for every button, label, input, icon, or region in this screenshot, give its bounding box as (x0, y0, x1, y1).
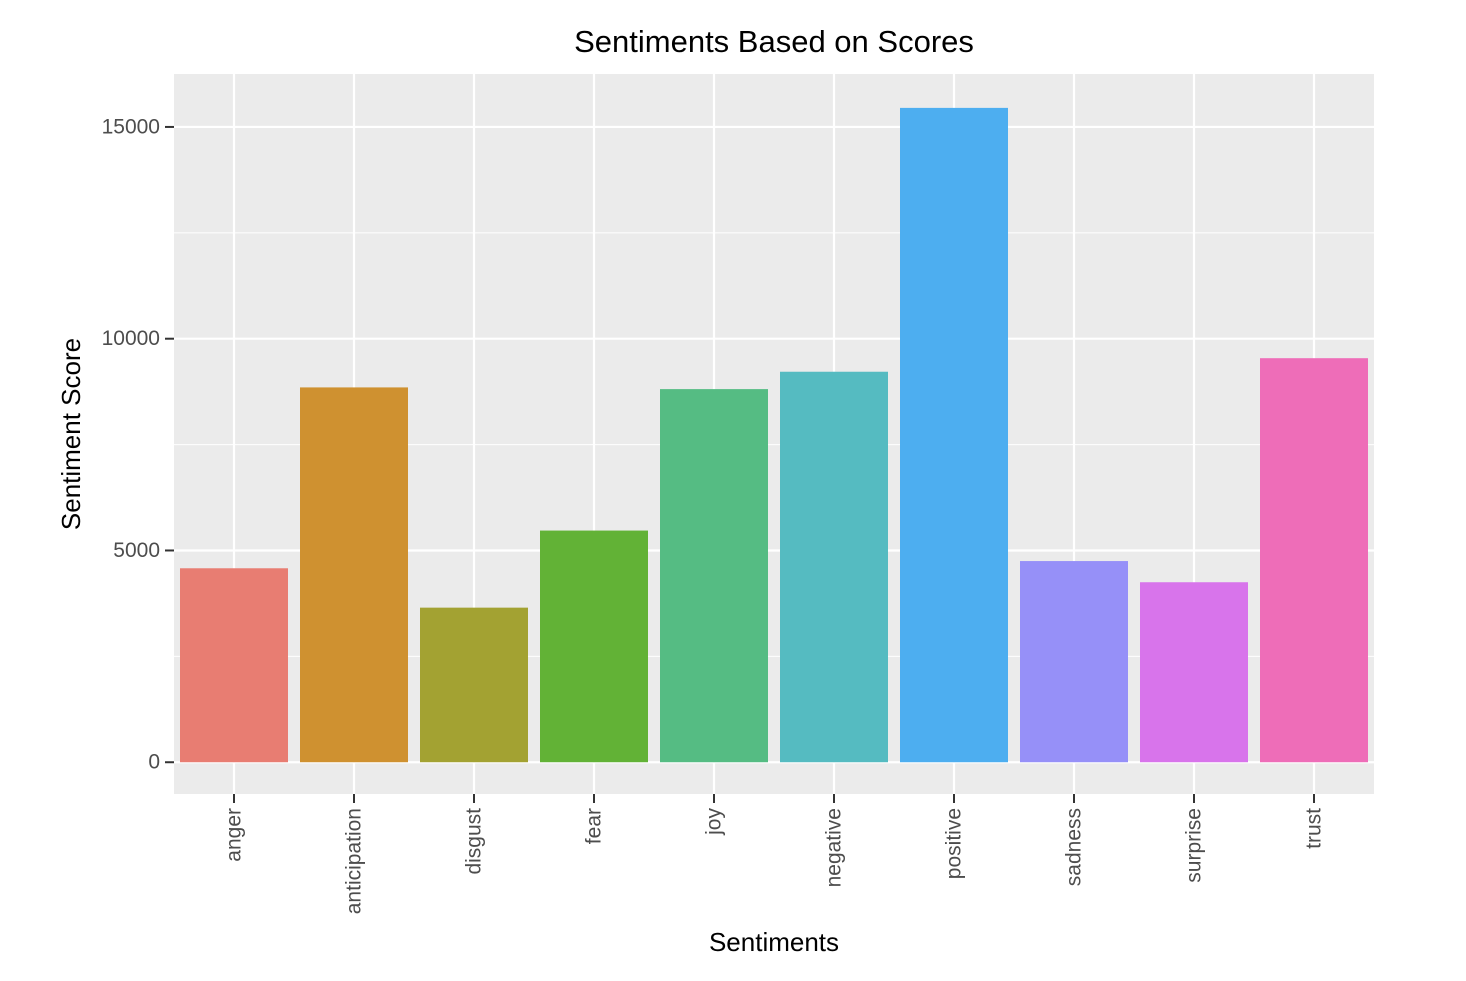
y-axis-title: Sentiment Score (56, 338, 86, 530)
axes: 0 5000 10000 15000 anger anticipation disgust f… (102, 115, 1326, 914)
x-tick-label: joy (703, 808, 726, 836)
bar-fear (540, 530, 648, 763)
x-tick-label: surprise (1183, 808, 1206, 883)
x-tick-label: anger (223, 808, 246, 862)
bar-sadness (1020, 561, 1128, 763)
bar-joy (660, 389, 768, 763)
bar-positive (900, 107, 1008, 763)
x-tick-label: trust (1303, 808, 1326, 849)
x-tick-label: positive (943, 808, 966, 879)
x-tick-label: disgust (463, 808, 486, 875)
x-axis-title: Sentiments (709, 927, 839, 957)
bar-anticipation (300, 387, 408, 763)
x-tick-label: negative (823, 808, 846, 887)
x-tick-label: sadness (1063, 808, 1086, 886)
bar-surprise (1140, 582, 1248, 763)
x-tick-label: fear (583, 808, 606, 844)
y-tick-label: 5000 (113, 539, 160, 562)
bar-negative (780, 371, 888, 763)
bars (180, 107, 1368, 763)
bar-trust (1260, 358, 1368, 763)
chart-title: Sentiments Based on Scores (574, 24, 974, 59)
y-tick-label: 10000 (102, 327, 160, 350)
y-tick-label: 15000 (102, 115, 160, 138)
y-tick-label: 0 (148, 751, 160, 774)
bar-anger (180, 568, 288, 763)
bar-disgust (420, 607, 528, 763)
x-tick-label: anticipation (343, 808, 366, 914)
